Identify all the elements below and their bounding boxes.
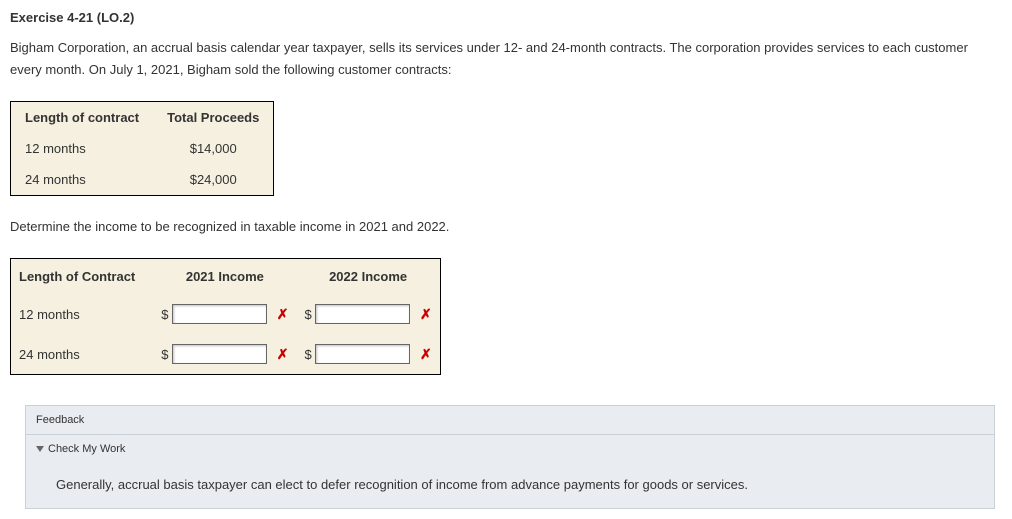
proceeds-table: Length of contract Total Proceeds 12 mon… — [10, 101, 274, 196]
currency-symbol: $ — [161, 307, 168, 322]
income-2021-input[interactable] — [172, 304, 267, 324]
toggle-label: Check My Work — [48, 443, 125, 455]
feedback-body: Generally, accrual basis taxpayer can el… — [26, 463, 994, 508]
income-2021-input[interactable] — [172, 344, 267, 364]
col-header-2021: 2021 Income — [153, 259, 296, 295]
chevron-down-icon — [36, 446, 44, 452]
exercise-title: Exercise 4-21 (LO.2) — [10, 10, 1002, 25]
check-my-work-toggle[interactable]: Check My Work — [26, 435, 994, 463]
exercise-intro: Bigham Corporation, an accrual basis cal… — [10, 37, 1002, 81]
incorrect-mark-icon: ✗ — [420, 306, 432, 323]
table-row: 12 months $14,000 — [11, 133, 274, 164]
incorrect-mark-icon: ✗ — [420, 346, 432, 363]
table-row: 24 months $ ✗ $ ✗ — [11, 334, 441, 375]
table-row: 24 months $24,000 — [11, 164, 274, 196]
row-label: 24 months — [11, 334, 154, 375]
col-header-length: Length of Contract — [11, 259, 154, 295]
currency-symbol: $ — [304, 307, 311, 322]
table-row: 12 months $ ✗ $ ✗ — [11, 294, 441, 334]
instruction-text: Determine the income to be recognized in… — [10, 216, 1002, 238]
incorrect-mark-icon: ✗ — [277, 306, 289, 323]
row-label: 24 months — [11, 164, 154, 196]
row-value: $14,000 — [153, 133, 274, 164]
row-label: 12 months — [11, 294, 154, 334]
currency-symbol: $ — [304, 347, 311, 362]
income-2022-input[interactable] — [315, 344, 410, 364]
feedback-panel: Feedback Check My Work Generally, accrua… — [25, 405, 995, 509]
col-header-length: Length of contract — [11, 102, 154, 134]
col-header-2022: 2022 Income — [296, 259, 440, 295]
answer-table: Length of Contract 2021 Income 2022 Inco… — [10, 258, 441, 375]
row-label: 12 months — [11, 133, 154, 164]
col-header-proceeds: Total Proceeds — [153, 102, 274, 134]
incorrect-mark-icon: ✗ — [277, 346, 289, 363]
feedback-label: Feedback — [26, 406, 994, 435]
currency-symbol: $ — [161, 347, 168, 362]
row-value: $24,000 — [153, 164, 274, 196]
income-2022-input[interactable] — [315, 304, 410, 324]
